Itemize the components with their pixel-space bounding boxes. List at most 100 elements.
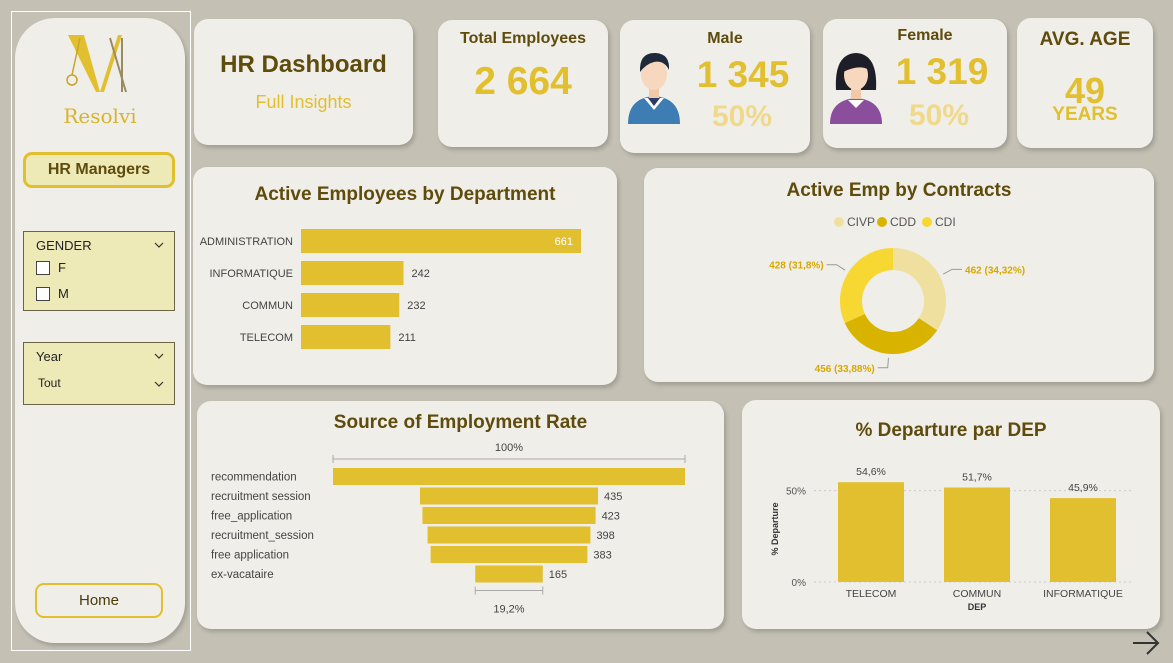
male-value: 1 345 xyxy=(696,54,790,95)
dept-value-label: 661 xyxy=(555,236,573,248)
contract-slice[interactable] xyxy=(840,248,893,323)
gender-option-m[interactable]: M xyxy=(36,286,69,301)
dept-chart-card: Active Employees by Department ADMINISTR… xyxy=(193,167,617,385)
funnel-value-label: 383 xyxy=(593,550,611,562)
funnel-category-label: recruitment session xyxy=(211,491,311,503)
dept-value-label: 242 xyxy=(412,268,430,280)
company-logo: Resolvi xyxy=(60,30,140,130)
dept-category-label: TELECOM xyxy=(240,332,293,344)
female-avatar-icon xyxy=(830,53,882,124)
contract-donut-chart: CIVP CDD CDI 462 (34,32%) 456 (33,88%) 428 (3… xyxy=(769,215,1025,375)
page-title: HR Dashboard xyxy=(220,51,387,78)
dept-category-label: ADMINISTRATION xyxy=(200,236,293,248)
funnel-bar[interactable] xyxy=(430,546,588,563)
gender-option-f[interactable]: F xyxy=(36,260,66,275)
gender-slicer[interactable]: GENDER F M xyxy=(23,231,175,311)
contract-chart-card: Active Emp by Contracts CIVP CDD CDI 462 (3… xyxy=(644,168,1154,382)
avg-age-label: AVG. AGE xyxy=(1039,29,1131,50)
dept-category-label: INFORMATIQUE xyxy=(209,268,293,280)
male-avatar-icon xyxy=(628,52,680,124)
chevron-down-icon[interactable] xyxy=(154,240,164,250)
dept-bar[interactable] xyxy=(301,293,400,317)
source-chart-title: Source of Employment Rate xyxy=(333,412,588,433)
gender-option-m-label: M xyxy=(58,286,69,301)
funnel-bar[interactable] xyxy=(427,526,591,544)
year-slicer-title: Year xyxy=(36,349,63,364)
departure-y-tick: 50% xyxy=(786,487,806,498)
contract-leader-line xyxy=(942,268,963,275)
departure-chart-card: % Departure par DEP 0% 50% % Departure 54,6… xyxy=(742,400,1160,629)
funnel-category-label: recommendation xyxy=(211,472,297,484)
avg-age-value: 49 xyxy=(1064,70,1106,111)
year-dropdown-chevron-icon[interactable] xyxy=(154,379,164,389)
contract-leader-line xyxy=(877,357,889,369)
funnel-category-label: free application xyxy=(211,550,289,562)
sidebar: Resolvi HR Managers GENDER F M Year Tout… xyxy=(15,18,185,643)
total-employees-value: 2 664 xyxy=(474,60,572,103)
departure-bar[interactable] xyxy=(1050,498,1116,582)
male-percent: 50% xyxy=(712,100,773,133)
departure-y-axis-label: % Departure xyxy=(770,502,780,555)
gender-slicer-title: GENDER xyxy=(36,238,92,253)
contract-slice[interactable] xyxy=(844,313,938,354)
departure-category-label: COMMUN xyxy=(953,588,1001,600)
departure-bar[interactable] xyxy=(838,482,904,582)
page-subtitle: Full Insights xyxy=(255,92,352,112)
departure-chart-title: % Departure par DEP xyxy=(855,420,1047,441)
dept-value-label: 211 xyxy=(398,332,416,344)
contract-legend-label[interactable]: CDI xyxy=(935,215,956,229)
source-chart-card: Source of Employment Rate 100% recommenda… xyxy=(197,401,724,629)
total-employees-label: Total Employees xyxy=(460,30,586,47)
funnel-bottom-label: 19,2% xyxy=(493,604,524,616)
year-selected-value[interactable]: Tout xyxy=(38,376,61,390)
year-slicer[interactable]: Year Tout xyxy=(23,342,175,405)
contract-legend-label[interactable]: CDD xyxy=(890,215,916,229)
next-page-arrow-icon[interactable] xyxy=(1130,628,1162,658)
funnel-top-label: 100% xyxy=(495,442,523,454)
female-card: Female 1 319 50% xyxy=(823,19,1007,148)
total-employees-card: Total Employees 2 664 xyxy=(438,20,608,147)
funnel-bar[interactable] xyxy=(333,468,685,485)
departure-x-axis-label: DEP xyxy=(968,602,987,612)
funnel-value-label: 165 xyxy=(549,569,567,581)
funnel-value-label: 435 xyxy=(604,491,622,503)
contract-leader-line xyxy=(826,264,846,271)
contract-slice-label: 456 (33,88%) xyxy=(815,364,875,375)
dept-value-label: 232 xyxy=(407,300,425,312)
avg-age-card: AVG. AGE 49 YEARS xyxy=(1017,18,1153,148)
departure-category-label: TELECOM xyxy=(846,588,897,600)
departure-bar-chart: 0% 50% % Departure 54,6% TELECOM 51,7% COMMUN 4… xyxy=(770,466,1132,612)
dept-bar[interactable] xyxy=(301,261,404,285)
contract-slice[interactable] xyxy=(893,248,946,331)
departure-value-label: 54,6% xyxy=(856,466,886,478)
contract-slice-label: 462 (34,32%) xyxy=(965,265,1025,276)
home-button[interactable]: Home xyxy=(35,583,163,618)
dept-chart-title: Active Employees by Department xyxy=(254,184,556,205)
logo-text: Resolvi xyxy=(63,104,137,128)
contract-chart-title: Active Emp by Contracts xyxy=(786,180,1012,201)
funnel-bar[interactable] xyxy=(422,507,596,524)
dept-category-label: COMMUN xyxy=(242,300,293,312)
funnel-bar[interactable] xyxy=(475,565,543,583)
dept-bar[interactable] xyxy=(301,325,391,349)
departure-bar[interactable] xyxy=(944,487,1010,582)
dashboard-title-card: HR Dashboard Full Insights xyxy=(194,19,413,145)
contract-legend-swatch xyxy=(834,217,844,227)
contract-legend-label[interactable]: CIVP xyxy=(847,215,875,229)
checkbox-m[interactable] xyxy=(36,286,50,301)
checkbox-f[interactable] xyxy=(36,260,50,275)
funnel-value-label: 423 xyxy=(602,511,620,523)
departure-value-label: 45,9% xyxy=(1068,482,1098,494)
contract-legend-swatch xyxy=(922,217,932,227)
funnel-bar[interactable] xyxy=(419,487,599,505)
female-percent: 50% xyxy=(909,99,970,132)
gender-option-f-label: F xyxy=(58,260,66,275)
chevron-down-icon[interactable] xyxy=(154,351,164,361)
departure-y-tick: 0% xyxy=(792,578,807,589)
funnel-category-label: recruitment_session xyxy=(211,530,314,542)
departure-category-label: INFORMATIQUE xyxy=(1043,588,1123,600)
dept-bar[interactable] xyxy=(301,229,581,253)
male-label: Male xyxy=(707,30,743,47)
hr-managers-button[interactable]: HR Managers xyxy=(23,152,175,188)
funnel-category-label: free_application xyxy=(211,511,292,523)
